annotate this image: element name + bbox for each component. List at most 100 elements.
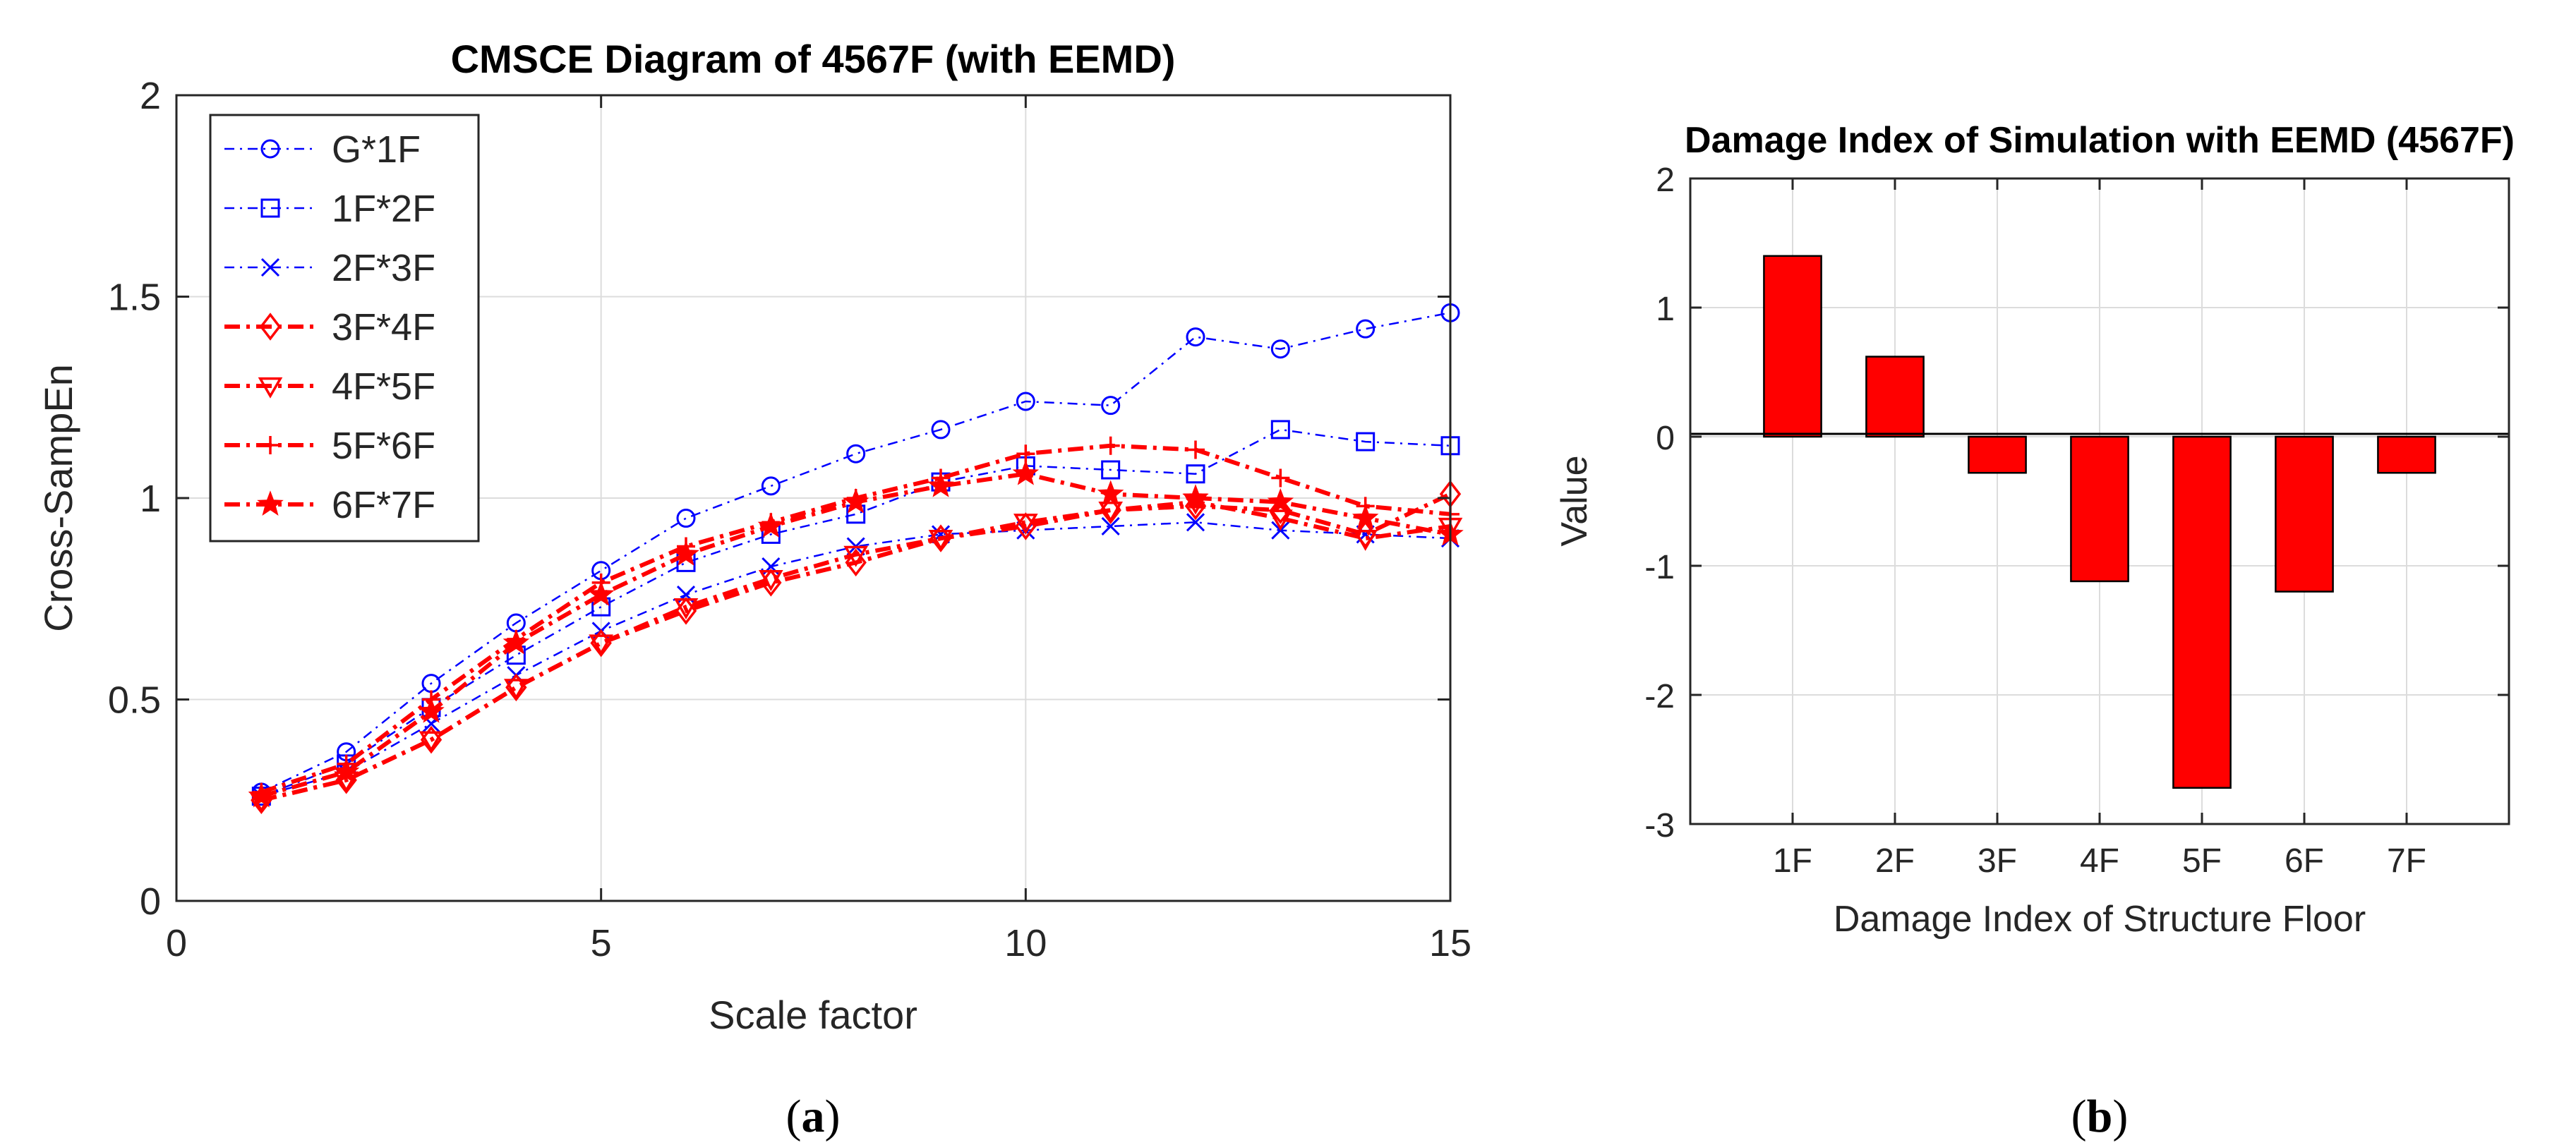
legend-item: 6F*7F	[224, 484, 435, 526]
legend-label: 3F*4F	[332, 306, 435, 349]
marker-circle	[1356, 319, 1376, 339]
chart-title-b: Damage Index of Simulation with EEMD (45…	[1685, 120, 2515, 161]
y-tick-label: 1.5	[108, 277, 161, 319]
legend-label: 1F*2F	[332, 188, 435, 230]
marker-triangle-down	[673, 598, 699, 619]
marker-plus	[1016, 444, 1035, 464]
marker-star	[1267, 487, 1294, 514]
chart-title-a: CMSCE Diagram of 4567F (with EEMD)	[451, 37, 1176, 81]
marker-circle	[676, 509, 696, 528]
marker-star	[927, 472, 954, 497]
marker-star	[1097, 480, 1124, 506]
marker-x	[1186, 513, 1205, 532]
damage-index-bar-chart: -3 -2 -1 0 1 2 1F 2F 3F 4F 5F 6F 7F Damage Index of …	[1554, 120, 2515, 940]
bar-4f	[2070, 435, 2129, 583]
y-tick-label: 0	[1656, 420, 1675, 457]
marker-circle	[931, 420, 951, 440]
marker-triangle-down	[589, 634, 614, 656]
marker-x	[1101, 516, 1120, 536]
marker-triangle-down	[758, 570, 783, 591]
marker-circle	[1186, 327, 1205, 347]
marker-star	[757, 512, 785, 538]
legend: G*1F 1F*2F 2F*3F 3F*4F 4F*5F 5F*6F 6F*7F	[209, 114, 480, 543]
legend-item: 4F*5F	[224, 365, 435, 408]
bars-group	[1763, 255, 2436, 789]
legend-item: 3F*4F	[224, 306, 435, 349]
series-line	[260, 499, 1451, 803]
marker-circle	[846, 444, 866, 464]
marker-star	[332, 758, 360, 784]
legend-item: G*1F	[224, 128, 421, 171]
x-tick-label: 1F	[1773, 842, 1812, 880]
marker-diamond	[845, 548, 867, 577]
legend-label: 6F*7F	[332, 484, 435, 526]
y-tick-label: -2	[1644, 678, 1675, 715]
series-group	[248, 303, 1464, 815]
marker-triangle-down	[1268, 509, 1293, 531]
y-tick-label: -1	[1644, 549, 1675, 586]
y-axis-label-b: Value	[1554, 455, 1595, 546]
marker-star	[1182, 484, 1209, 510]
marker-star	[1012, 459, 1040, 485]
y-tick-label: 0	[140, 880, 161, 923]
marker-circle	[1101, 396, 1121, 416]
y-tick-label: 2	[140, 75, 161, 117]
marker-circle	[1270, 339, 1290, 359]
bar-3f	[1968, 435, 2027, 474]
legend-box	[209, 114, 480, 543]
marker-star	[418, 697, 445, 723]
marker-triangle-down	[843, 545, 869, 567]
marker-circle	[1016, 392, 1035, 411]
x-tick-label: 3F	[1978, 842, 2017, 880]
y-tick-label: 1	[1656, 291, 1675, 328]
panel-label-b: (b)	[2071, 1091, 2129, 1142]
bar-5f	[2172, 435, 2232, 789]
marker-diamond	[259, 313, 282, 341]
x-tick-label: 5F	[2182, 842, 2222, 880]
bar-1f	[1763, 255, 1822, 438]
marker-circle	[260, 139, 280, 159]
series-line	[260, 312, 1451, 793]
legend-item: 1F*2F	[224, 188, 435, 230]
marker-star	[1352, 504, 1379, 530]
ticks-a: 0 5 10 15 0 0.5 1 1.5 2	[108, 75, 1471, 964]
marker-x	[260, 258, 280, 277]
marker-circle	[761, 476, 781, 496]
marker-triangle-down	[1013, 514, 1038, 535]
x-tick-label: 5	[591, 922, 612, 964]
bar-6f	[2275, 435, 2334, 593]
legend-label: 4F*5F	[332, 365, 435, 408]
x-tick-label: 4F	[2080, 842, 2119, 880]
y-tick-label: 1	[140, 478, 161, 520]
x-axis-label-b: Damage Index of Structure Floor	[1834, 899, 2366, 940]
legend-label: G*1F	[332, 128, 421, 171]
marker-star	[248, 782, 275, 808]
marker-triangle-down	[1353, 529, 1378, 551]
cmsce-line-chart: 0 5 10 15 0 0.5 1 1.5 2 G*1F 1F*2F 2F*3F 3F*4F 4F*5F…	[36, 37, 1471, 1037]
x-tick-label: 6F	[2285, 842, 2324, 880]
marker-star	[587, 581, 615, 606]
ticks-b: -3 -2 -1 0 1 2 1F 2F 3F 4F 5F 6F 7F	[1644, 162, 2509, 880]
marker-triangle-down	[258, 377, 283, 399]
marker-plus	[1186, 440, 1205, 459]
legend-item: 2F*3F	[224, 247, 435, 289]
marker-plus	[261, 436, 279, 454]
marker-triangle-down	[928, 529, 953, 551]
marker-star	[673, 540, 699, 566]
x-tick-label: 0	[166, 922, 187, 964]
legend-item: 5F*6F	[224, 425, 435, 467]
legend-label: 5F*6F	[332, 425, 435, 467]
y-tick-label: 2	[1656, 162, 1675, 199]
x-tick-label: 2F	[1875, 842, 1915, 880]
y-tick-label: -3	[1644, 807, 1675, 844]
marker-triangle-down	[1098, 501, 1124, 523]
x-axis-label-a: Scale factor	[709, 993, 917, 1037]
series-line	[260, 521, 1451, 797]
y-axis-label-a: Cross-SampEn	[36, 364, 80, 632]
bar-2f	[1865, 356, 1925, 438]
marker-plus	[1101, 436, 1120, 455]
marker-square	[1356, 432, 1376, 452]
marker-star	[842, 487, 869, 514]
marker-square	[1186, 464, 1205, 484]
